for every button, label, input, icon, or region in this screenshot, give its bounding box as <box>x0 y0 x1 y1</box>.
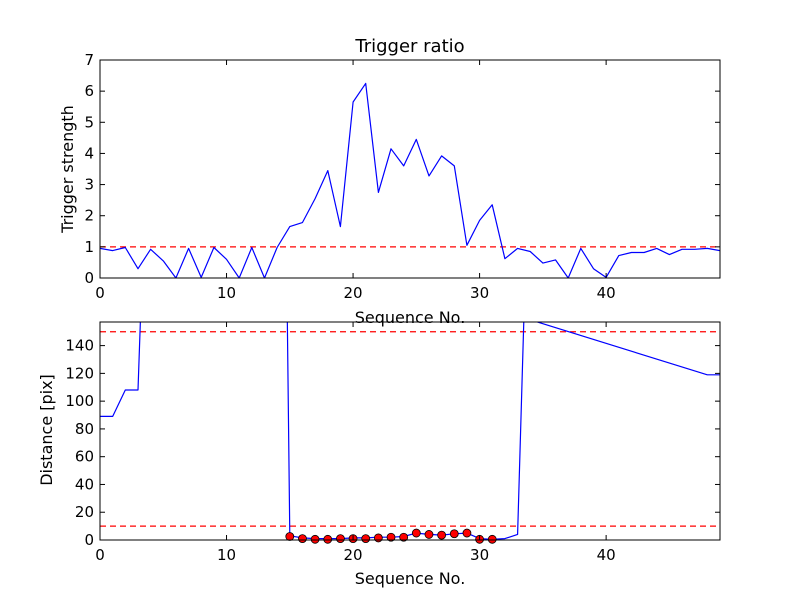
bottom-marker-point <box>361 534 371 544</box>
bottom-y-tick-label: 40 <box>75 475 94 493</box>
bottom-marker-point <box>462 528 472 538</box>
bottom-y-tick-label: 100 <box>65 392 94 410</box>
bottom-marker-point <box>399 532 409 542</box>
bottom-marker-point <box>487 534 497 544</box>
bottom-x-tick-label: 40 <box>597 546 616 564</box>
top-x-tick-label: 10 <box>217 284 236 302</box>
bottom-marker-point <box>373 533 383 543</box>
bottom-subplot: Sequence No. Distance [pix] 0 10 20 30 40 0 20… <box>37 321 721 588</box>
bottom-marker-point <box>336 534 345 544</box>
bottom-y-tick-label: 60 <box>75 448 94 466</box>
top-y-tick-label: 7 <box>84 51 94 69</box>
top-y-tick-label: 0 <box>84 269 94 287</box>
top-x-tick-label: 20 <box>344 284 363 302</box>
bottom-marker-point <box>386 532 396 542</box>
bottom-plot-area: 0 10 20 30 40 0 20 40 60 80 100 120 140 <box>65 321 721 564</box>
top-x-tick-label: 30 <box>470 284 489 302</box>
top-y-tick-label: 1 <box>84 238 94 256</box>
top-plot-area: 0 10 20 30 40 0 1 2 3 4 5 6 7 <box>84 51 721 302</box>
bottom-marker-point <box>310 534 320 544</box>
top-y-tick-label: 6 <box>84 82 94 100</box>
top-x-tick-label: 0 <box>95 284 105 302</box>
bottom-marker-point <box>411 528 421 538</box>
top-y-tick-label: 5 <box>84 113 94 131</box>
bottom-series-line-0 <box>100 322 720 540</box>
bottom-marker-point <box>449 529 459 539</box>
bottom-marker-point <box>285 532 295 541</box>
bottom-marker-point <box>437 530 447 540</box>
bottom-marker-point <box>424 530 434 539</box>
bottom-y-tick-label: 120 <box>65 364 94 382</box>
bottom-y-axis-label: Distance [pix] <box>37 374 56 486</box>
bottom-x-tick-label: 30 <box>470 546 489 564</box>
bottom-data-layer <box>100 322 720 540</box>
bottom-y-tick-label: 140 <box>65 337 94 355</box>
top-y-tick-label: 4 <box>84 144 94 162</box>
top-series-line-0 <box>100 82 720 278</box>
bottom-axes-frame <box>99 321 721 541</box>
top-x-tick-label: 40 <box>597 284 616 302</box>
top-y-tick-label: 3 <box>84 176 94 194</box>
bottom-y-tick-label: 80 <box>75 420 94 438</box>
top-y-tick-label: 2 <box>84 207 94 225</box>
bottom-y-tick-label: 20 <box>75 503 94 521</box>
top-chart-title: Trigger ratio <box>354 36 464 57</box>
top-axes-frame <box>99 59 721 279</box>
top-x-axis-label: Sequence No. <box>355 308 466 327</box>
bottom-x-tick-label: 10 <box>217 546 236 564</box>
top-subplot: Trigger ratio Sequence No. Trigger stren… <box>58 36 721 327</box>
bottom-marker-point <box>298 534 307 544</box>
bottom-x-tick-label: 20 <box>344 546 363 564</box>
top-data-layer <box>100 82 720 278</box>
top-y-axis-label: Trigger strength <box>58 105 77 234</box>
bottom-marker-point <box>323 534 333 544</box>
bottom-x-tick-label: 0 <box>95 546 105 564</box>
bottom-y-tick-label: 0 <box>84 531 94 549</box>
bottom-x-axis-label: Sequence No. <box>355 569 466 588</box>
